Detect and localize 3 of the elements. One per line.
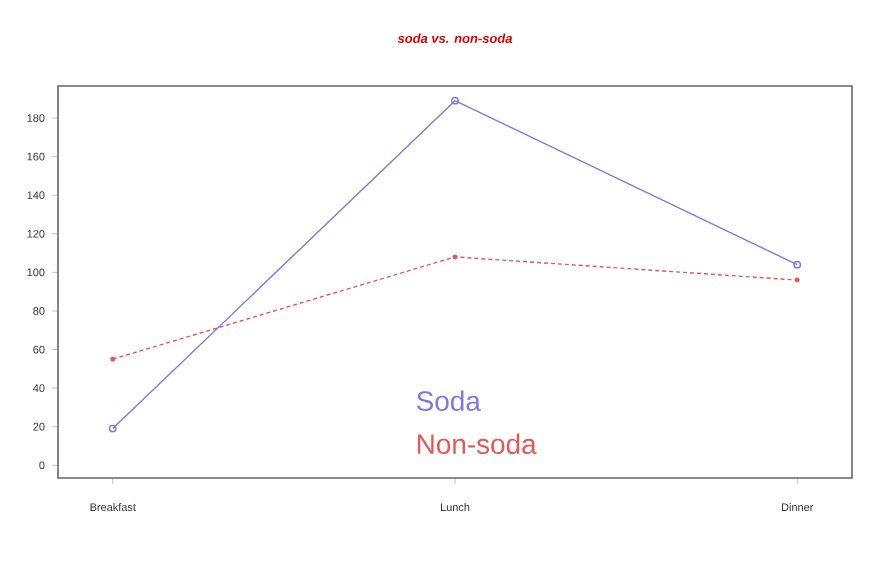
text: Soda [416, 390, 481, 411]
text: Non-soda [417, 433, 537, 455]
point [451, 96, 459, 105]
